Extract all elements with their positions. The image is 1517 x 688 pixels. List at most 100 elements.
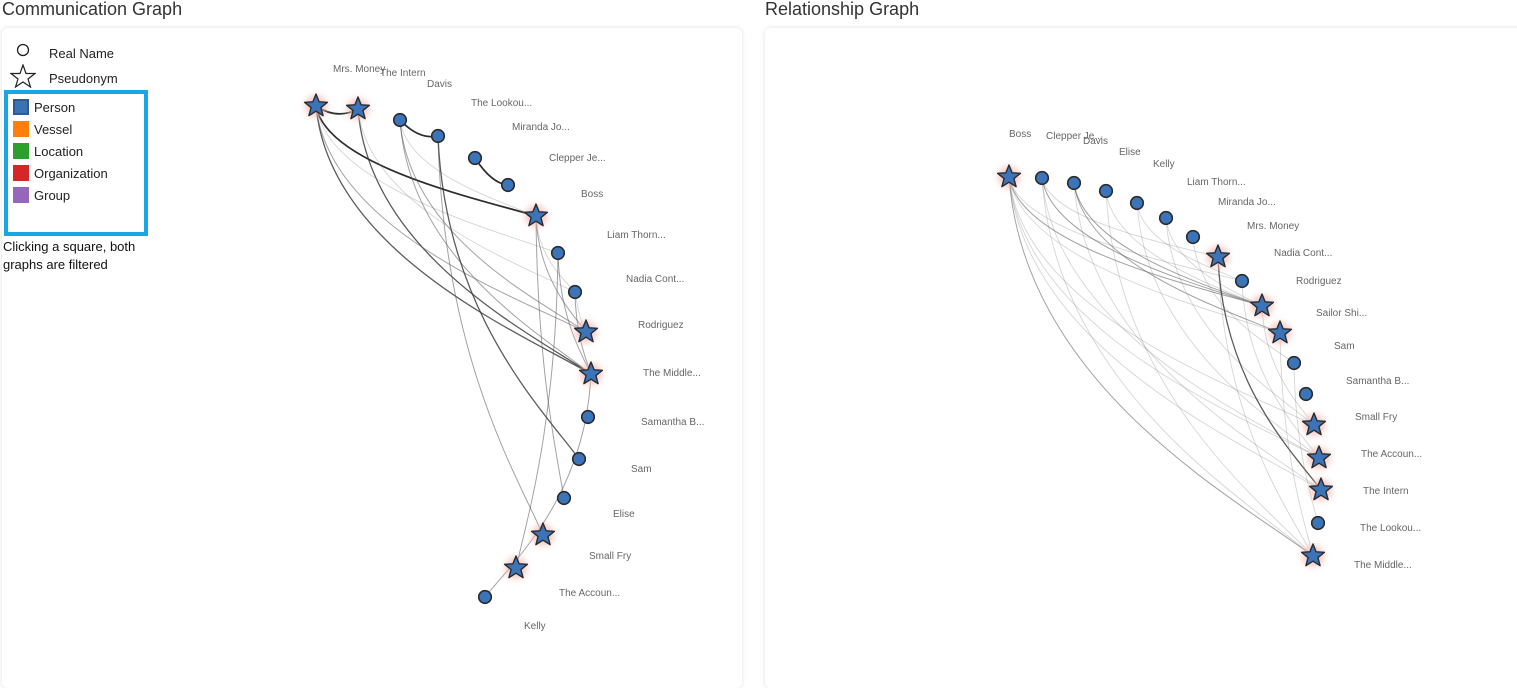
relationship-node[interactable]: Liam Thorn... <box>1158 177 1246 226</box>
communication-node[interactable]: The Intern <box>345 68 426 120</box>
real-name-circle-node[interactable] <box>1234 273 1250 289</box>
real-name-circle-node[interactable] <box>1034 170 1050 186</box>
relationship-graph-title: Relationship Graph <box>765 0 920 19</box>
pseudonym-star-node[interactable] <box>578 361 604 385</box>
pseudonym-star-node[interactable] <box>1306 445 1332 469</box>
real-name-circle-node[interactable] <box>556 490 572 506</box>
pseudonym-star-node[interactable] <box>345 96 371 120</box>
real-name-circle-node[interactable] <box>467 150 483 166</box>
real-name-circle-node[interactable] <box>477 589 493 605</box>
pseudonym-star-node[interactable] <box>1308 477 1334 501</box>
real-name-circle-node[interactable] <box>1098 183 1114 199</box>
real-name-circle-node[interactable] <box>567 284 583 300</box>
relationship-node[interactable]: The Middle... <box>1300 543 1412 571</box>
relationship-link <box>1073 182 1322 491</box>
real-name-circle-node[interactable] <box>392 112 408 128</box>
relationship-node[interactable]: Davis <box>1066 136 1108 191</box>
legend-real-name-label: Real Name <box>49 46 115 61</box>
relationship-link <box>1041 177 1219 258</box>
relationship-node[interactable]: Boss <box>996 129 1032 188</box>
real-name-circle-node[interactable] <box>1066 175 1082 191</box>
relationship-link <box>1008 176 1314 557</box>
legend-swatch-organization[interactable] <box>13 165 29 181</box>
communication-node[interactable]: Nadia Cont... <box>567 274 685 300</box>
pseudonym-star-node[interactable] <box>1249 293 1275 317</box>
pseudonym-star-node[interactable] <box>1205 244 1231 268</box>
relationship-node[interactable]: Samantha B... <box>1298 376 1410 402</box>
communication-node[interactable]: Sam <box>571 451 652 475</box>
relationship-link <box>1008 176 1322 491</box>
legend-swatch-group[interactable] <box>13 187 29 203</box>
communication-link <box>315 105 592 375</box>
relationship-link <box>1008 176 1315 426</box>
relationship-node[interactable]: Small Fry <box>1301 412 1398 436</box>
communication-node[interactable]: Liam Thorn... <box>550 230 666 261</box>
relationship-node[interactable]: Nadia Cont... <box>1234 248 1333 289</box>
relationship-node-label: Clepper Je... <box>1046 131 1103 142</box>
communication-node[interactable]: The Middle... <box>578 361 701 385</box>
relationship-node[interactable]: Sam <box>1286 341 1355 371</box>
communication-node[interactable]: Davis <box>392 79 452 128</box>
communication-link <box>399 119 592 375</box>
relationship-node[interactable]: Miranda Jo... <box>1185 197 1276 245</box>
real-name-circle-node[interactable] <box>1158 210 1174 226</box>
pseudonym-star-node[interactable] <box>1300 543 1326 567</box>
pseudonym-star-node[interactable] <box>303 93 329 117</box>
communication-node[interactable]: Clepper Je... <box>500 153 606 193</box>
real-name-circle-node[interactable] <box>1286 355 1302 371</box>
communication-node[interactable]: The Accoun... <box>503 555 621 599</box>
pseudonym-star-node[interactable] <box>1267 320 1293 344</box>
real-name-circle-node[interactable] <box>430 128 446 144</box>
relationship-node-label: Sailor Shi... <box>1316 308 1367 319</box>
relationship-node[interactable]: The Lookou... <box>1310 515 1421 534</box>
communication-node-label: Rodriguez <box>638 320 684 331</box>
relationship-node[interactable]: Clepper Je... <box>1034 131 1103 186</box>
relationship-link <box>1217 256 1322 491</box>
relationship-link <box>1073 182 1281 334</box>
communication-link <box>484 373 592 598</box>
communication-link <box>399 119 587 333</box>
pseudonym-star-node[interactable] <box>523 203 549 227</box>
communication-node[interactable]: Rodriguez <box>573 319 684 343</box>
real-name-circle-node[interactable] <box>1310 515 1326 531</box>
communication-node[interactable]: Kelly <box>477 589 546 632</box>
communication-node-label: Samantha B... <box>641 417 704 428</box>
relationship-node[interactable]: The Accoun... <box>1306 445 1423 469</box>
relationship-node[interactable]: Kelly <box>1129 159 1175 211</box>
legend-swatch-person[interactable] <box>13 99 29 115</box>
legend-swatch-vessel[interactable] <box>13 121 29 137</box>
real-name-circle-node[interactable] <box>580 409 596 425</box>
relationship-node-label: Nadia Cont... <box>1274 248 1332 259</box>
relationship-node[interactable]: Elise <box>1098 147 1141 199</box>
communication-node[interactable]: Small Fry <box>530 522 632 562</box>
communication-node[interactable]: Mrs. Money <box>303 64 386 117</box>
pseudonym-star-node[interactable] <box>503 555 529 579</box>
real-name-circle-node[interactable] <box>571 451 587 467</box>
legend-swatch-location[interactable] <box>13 143 29 159</box>
real-name-circle-node[interactable] <box>550 245 566 261</box>
communication-node[interactable]: Boss <box>523 189 604 227</box>
relationship-node[interactable]: Mrs. Money <box>1205 221 1300 268</box>
communication-node-label: Clepper Je... <box>549 153 606 164</box>
real-name-circle-node[interactable] <box>500 177 516 193</box>
communication-node[interactable]: Miranda Jo... <box>467 122 570 166</box>
relationship-node-label: Sam <box>1334 341 1355 352</box>
relationship-link <box>1165 217 1315 426</box>
real-name-circle-node[interactable] <box>1298 386 1314 402</box>
relationship-node[interactable]: The Intern <box>1308 477 1409 501</box>
relationship-node-label: The Middle... <box>1354 560 1412 571</box>
relationship-node[interactable]: Sailor Shi... <box>1267 308 1368 344</box>
communication-node[interactable]: Samantha B... <box>580 409 705 428</box>
communication-node[interactable]: Elise <box>556 490 635 520</box>
communication-node-label: Miranda Jo... <box>512 122 570 133</box>
pseudonym-star-node[interactable] <box>1301 412 1327 436</box>
pseudonym-star-node[interactable] <box>573 319 599 343</box>
pseudonym-star-node[interactable] <box>996 164 1022 188</box>
pseudonym-star-node[interactable] <box>530 522 556 546</box>
real-name-circle-node[interactable] <box>1129 195 1145 211</box>
communication-link <box>437 135 580 460</box>
communication-node[interactable]: The Lookou... <box>430 98 532 144</box>
real-name-circle-node[interactable] <box>1185 229 1201 245</box>
relationship-link <box>1008 176 1281 334</box>
relationship-node[interactable]: Rodriguez <box>1249 276 1342 317</box>
